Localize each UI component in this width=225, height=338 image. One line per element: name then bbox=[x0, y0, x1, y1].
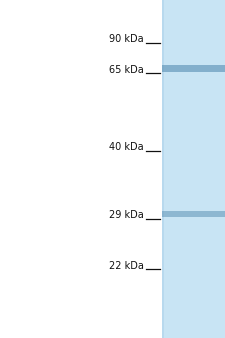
Bar bbox=[162, 211, 225, 217]
Bar bbox=[162, 0, 225, 338]
Text: 90 kDa: 90 kDa bbox=[109, 34, 144, 44]
Text: 29 kDa: 29 kDa bbox=[109, 210, 144, 220]
Text: 65 kDa: 65 kDa bbox=[109, 65, 144, 75]
Bar bbox=[162, 0, 164, 338]
Bar bbox=[162, 65, 225, 72]
Text: 22 kDa: 22 kDa bbox=[109, 261, 144, 271]
Text: 40 kDa: 40 kDa bbox=[109, 142, 144, 152]
